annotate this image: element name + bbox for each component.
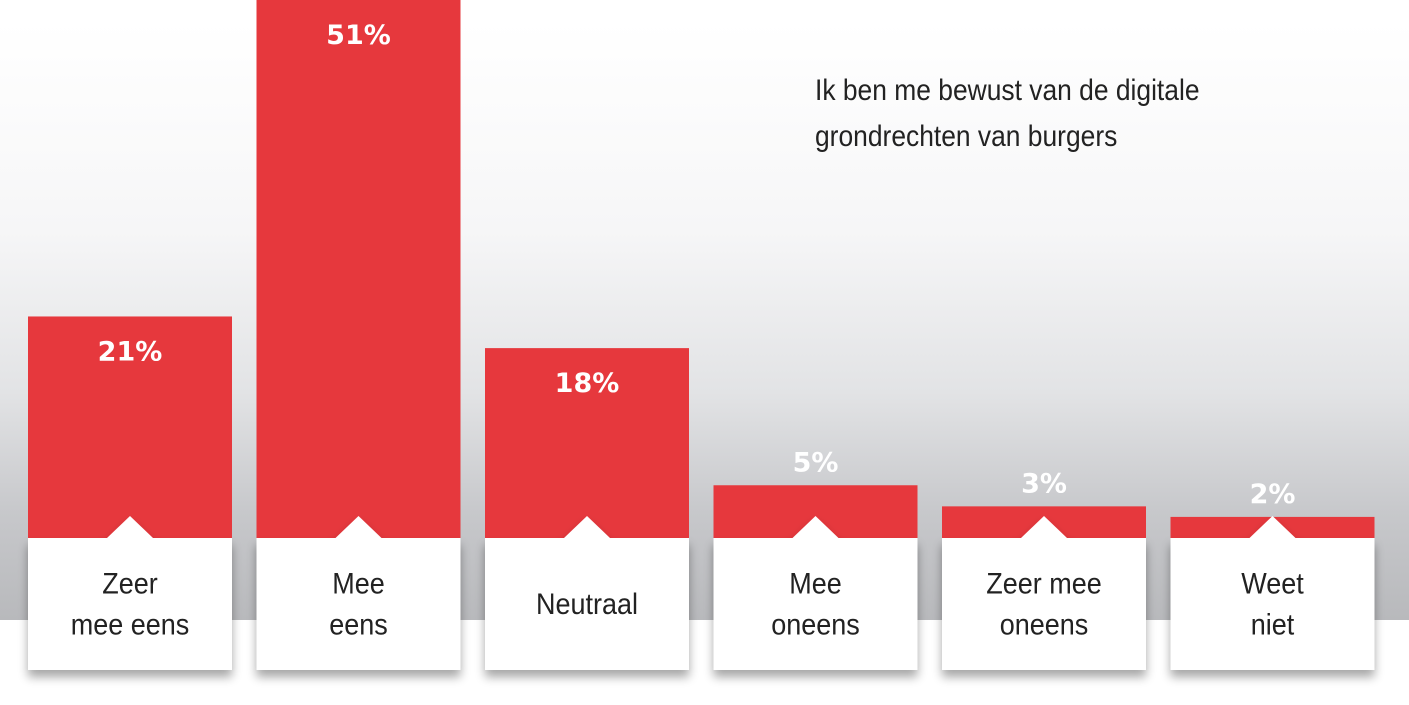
category-label-1-line-1: eens	[329, 608, 388, 642]
value-label-3: 5%	[793, 447, 839, 478]
value-labels: 21% 51% 18% 5% 3% 2%	[98, 20, 1296, 510]
chart-title: Ik ben me bewust van de digitale grondre…	[815, 68, 1273, 160]
value-label-5: 2%	[1250, 479, 1296, 510]
bar-2	[485, 348, 689, 539]
bar-0	[28, 316, 232, 539]
category-label-0-line-1: mee eens	[71, 608, 189, 642]
value-label-2: 18%	[555, 368, 620, 399]
category-label-5-line-0: Weet	[1241, 567, 1304, 601]
category-card-4	[942, 516, 1146, 670]
category-label-2-line-0: Neutraal	[536, 588, 638, 622]
category-label-3-line-1: oneens	[771, 608, 860, 642]
category-card-3	[713, 516, 918, 670]
chart-title-line-1: Ik ben me bewust van de digitale	[815, 74, 1200, 107]
category-card-1	[256, 516, 461, 670]
category-label-1-line-0: Mee	[332, 567, 384, 601]
category-card-2	[485, 516, 689, 670]
category-label-cards: Zeer mee eens Mee eens Neutraal Mee oneens Zeer…	[28, 516, 1375, 670]
value-label-1: 51%	[326, 20, 391, 51]
category-label-3-line-0: Mee	[789, 567, 841, 601]
value-label-4: 3%	[1021, 468, 1067, 499]
category-label-4-line-0: Zeer mee	[986, 567, 1101, 601]
category-card-0	[28, 516, 232, 670]
bars-layer	[28, 0, 1375, 539]
category-label-5-line-1: niet	[1251, 608, 1295, 642]
bar-1	[256, 0, 461, 539]
category-label-4-line-1: oneens	[1000, 608, 1089, 642]
category-label-0-line-0: Zeer	[102, 567, 158, 601]
chart-title-line-2: grondrechten van burgers	[815, 120, 1118, 153]
category-card-5	[1170, 516, 1375, 670]
value-label-0: 21%	[98, 336, 163, 367]
